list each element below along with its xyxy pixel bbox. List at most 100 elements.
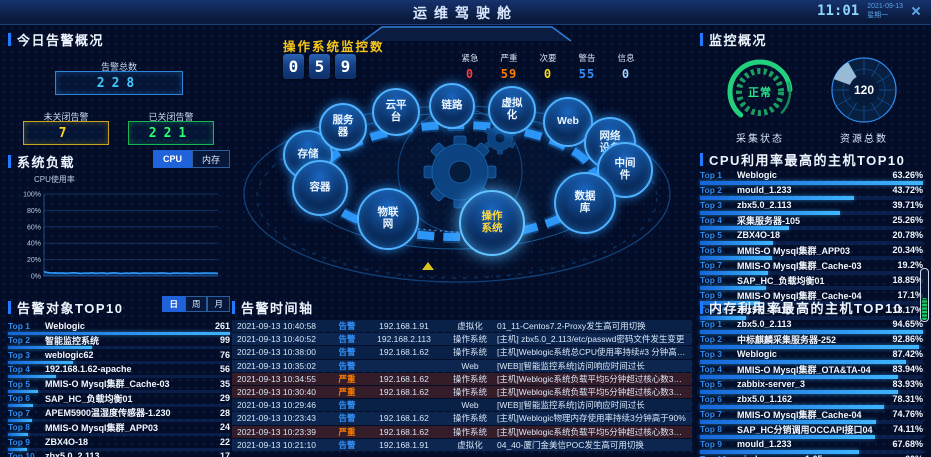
rank-label: Top 9 [700, 439, 723, 449]
bar-fill [700, 375, 898, 379]
timeline-row[interactable]: 2021-09-13 10:29:46 告警 Web [WEB][智能监控系统]访问响… [232, 399, 692, 412]
top-list-item[interactable]: Top 9 ZBX4O-18 22 [8, 437, 230, 451]
top-list-item[interactable]: Top 4 采集服务器-105 25.26% [700, 215, 923, 230]
top-list-item[interactable]: Top 2 智能监控系统 99 [8, 335, 230, 349]
weekday-text: 星期一 [867, 12, 889, 20]
top-list-item[interactable]: Top 6 MMIS-O Mysql集群_APP03 20.34% [700, 245, 923, 260]
top-list-item[interactable]: Top 4 192.168.1.62-apache 56 [8, 364, 230, 378]
alert-time: 2021-09-13 10:23:43 [237, 413, 316, 424]
top-list-item[interactable]: Top 2 mould_1.233 43.72% [700, 185, 923, 200]
bar-fill [8, 331, 230, 335]
panel-title: CPU利用率最高的主机TOP10 [700, 150, 923, 169]
alert-time: 2021-09-13 10:29:46 [237, 400, 316, 411]
top-list-item[interactable]: Top 8 SAP_HC分销调用OCCAPI接口04 74.11% [700, 424, 923, 439]
bar-fill [700, 181, 923, 185]
alert-category: 操作系统 [452, 334, 487, 345]
tab-memory[interactable]: 内存 [191, 150, 230, 168]
timeline-row[interactable]: 2021-09-13 10:30:40 严重 192.168.1.62 操作系统 [主机… [232, 385, 692, 399]
ring-category[interactable]: 云平台 [372, 88, 420, 136]
ring-category-label: 网络 [599, 130, 621, 143]
top-list-item[interactable]: Top 3 Weblogic 87.42% [700, 349, 923, 364]
tab-cpu[interactable]: CPU [152, 150, 192, 168]
ring-category[interactable]: 物联网 [357, 188, 419, 250]
top-list-item[interactable]: Top 1 Weblogic 63.26% [700, 170, 923, 185]
os-monitor-title: 操作系统监控数 [283, 40, 385, 54]
top-list-item[interactable]: Top 5 MMIS-O Mysql集群_Cache-03 35 [8, 379, 230, 393]
timeline-row[interactable]: 2021-09-13 10:23:43 告警 192.168.1.62 操作系统 [主机… [232, 412, 692, 425]
closed-alerts-value: 221 [128, 121, 214, 145]
resource-total-value: 120 [854, 83, 874, 97]
top-list-item[interactable]: Top 7 MMIS-O Mysql集群_Cache-03 19.2% [700, 260, 923, 275]
top-list-item[interactable]: Top 3 weblogic62 76 [8, 350, 230, 364]
bar-fill [700, 360, 907, 364]
tab-week[interactable]: 周 [184, 296, 208, 312]
top-list-item[interactable]: Top 1 zbx5.0_2.113 94.65% [700, 319, 923, 334]
alert-ip: 192.168.1.62 [379, 426, 429, 437]
top-list-item[interactable]: Top 2 中标麒麟采集服务器-252 92.86% [700, 334, 923, 349]
timeline-row[interactable]: 2021-09-13 10:23:39 严重 192.168.1.62 操作系统 [主机… [232, 425, 692, 438]
top-list-item[interactable]: Top 4 MMIS-O Mysql集群_OTA&TA-04 83.94% [700, 364, 923, 379]
mem-top10-list: Top 1 zbx5.0_2.113 94.65% Top 2 中标麒麟采集服务器-25… [700, 319, 923, 457]
alert-level-tag: 严重 [338, 373, 356, 384]
top-list-item[interactable]: Top 5 ZBX4O-18 20.78% [700, 230, 923, 245]
severity-label: 信息 [617, 53, 635, 63]
top-list-item[interactable]: Top 10windows-snmp-1.6560% [700, 454, 923, 457]
top-list-item[interactable]: Top 5 zabbix-server_3 83.93% [700, 379, 923, 394]
fullscreen-icon[interactable] [911, 6, 921, 16]
ring-category[interactable]: 操作 系统 [459, 190, 525, 256]
ring-category[interactable]: 数据库 [554, 172, 616, 234]
ring-category[interactable]: 容器 [292, 160, 348, 216]
top-list-item[interactable]: Top 8 SAP_HC_负载均衡01 18.85% [700, 275, 923, 290]
panel-alert-objects-top10: 告警对象TOP10 日 周 月 Top 1 Weblogic 261 Top 2 智能监… [8, 296, 230, 457]
bar-fill [8, 360, 73, 364]
top-list-item[interactable]: Top 9 mould_1.233 67.68% [700, 439, 923, 454]
bar-track [700, 226, 923, 230]
ring-category[interactable]: 虚拟化 [488, 86, 536, 134]
alert-level-tag: 告警 [338, 321, 356, 332]
alert-ip: 192.168.2.113 [377, 334, 431, 345]
bar-track [8, 404, 230, 407]
top-list-item[interactable]: Top 7 MMIS-O Mysql集群_Cache-04 74.76% [700, 409, 923, 424]
resource-total-gauge: 120 [831, 57, 897, 123]
bar-track [700, 420, 923, 424]
top-list-item[interactable]: Top 1 Weblogic 261 [8, 321, 230, 335]
top-list-item[interactable]: Top 3 zbx5.0_2.113 39.71% [700, 200, 923, 215]
timeline-row[interactable]: 2021-09-13 10:34:55 严重 192.168.1.62 操作系统 [主机… [232, 372, 692, 385]
bar-fill [8, 404, 33, 407]
ring-category-label: 台 [390, 111, 402, 123]
timeline-row[interactable]: 2021-09-13 10:21:10 告警 192.168.1.91 虚拟化 04_4… [232, 438, 692, 451]
top-list-item[interactable]: Top 6 SAP_HC_负载均衡01 29 [8, 393, 230, 407]
bar-track [700, 316, 923, 320]
top-list-item[interactable]: Top 7 APEM5900温湿度传感器-1.230 28 [8, 408, 230, 422]
alert-description: [WEB][智能监控系统]访问响应时间过长 [497, 400, 645, 411]
counter-digit: 5 [309, 54, 330, 79]
timeline-row[interactable]: 2021-09-13 10:35:02 告警 Web [WEB][智能监控系统]访问响… [232, 359, 692, 372]
date-display: 2021-09-13 星期一 [867, 2, 903, 21]
date-text: 2021-09-13 [867, 3, 903, 10]
top-list-item[interactable]: Top 10 zbx5.0_2.113 17 [8, 451, 230, 457]
object-name: zbx5.0_2.113 [45, 451, 100, 457]
bar-fill [700, 435, 875, 439]
tab-day[interactable]: 日 [162, 296, 185, 312]
rank-label: Top 9 [700, 290, 723, 300]
tab-month[interactable]: 月 [207, 296, 230, 312]
bar-track [700, 360, 923, 364]
severity-value: 0 [465, 67, 475, 81]
top-list-item[interactable]: Top 8 MMIS-O Mysql集群_APP03 24 [8, 422, 230, 436]
severity-label: 次要 [539, 53, 557, 63]
scrollbar-thumb[interactable] [922, 298, 927, 320]
timeline-row[interactable]: 2021-09-13 10:40:58 告警 192.168.1.91 虚拟化 01_1… [232, 320, 692, 333]
alert-description: [主机]Weblogic物理内存使用率持续3分钟高于90% [497, 413, 686, 424]
value-label: 20.34% [892, 245, 923, 255]
top-list-item[interactable]: Top 6 zbx5.0_1.162 78.31% [700, 394, 923, 409]
timeline-row[interactable]: 2021-09-13 10:40:52 告警 192.168.2.113 操作系统 [主… [232, 333, 692, 346]
ring-category[interactable]: 链路 [429, 83, 475, 129]
svg-text:40%: 40% [27, 241, 41, 248]
ring-category-label: 链路 [441, 99, 463, 112]
bar-fill [8, 389, 38, 393]
ring-category[interactable]: 服务器 [319, 103, 367, 151]
scrollbar[interactable] [920, 268, 929, 322]
alert-category: 操作系统 [452, 373, 487, 384]
object-name: ZBX4O-18 [737, 230, 781, 240]
timeline-row[interactable]: 2021-09-13 10:38:00 告警 192.168.1.62 操作系统 [主机… [232, 346, 692, 359]
